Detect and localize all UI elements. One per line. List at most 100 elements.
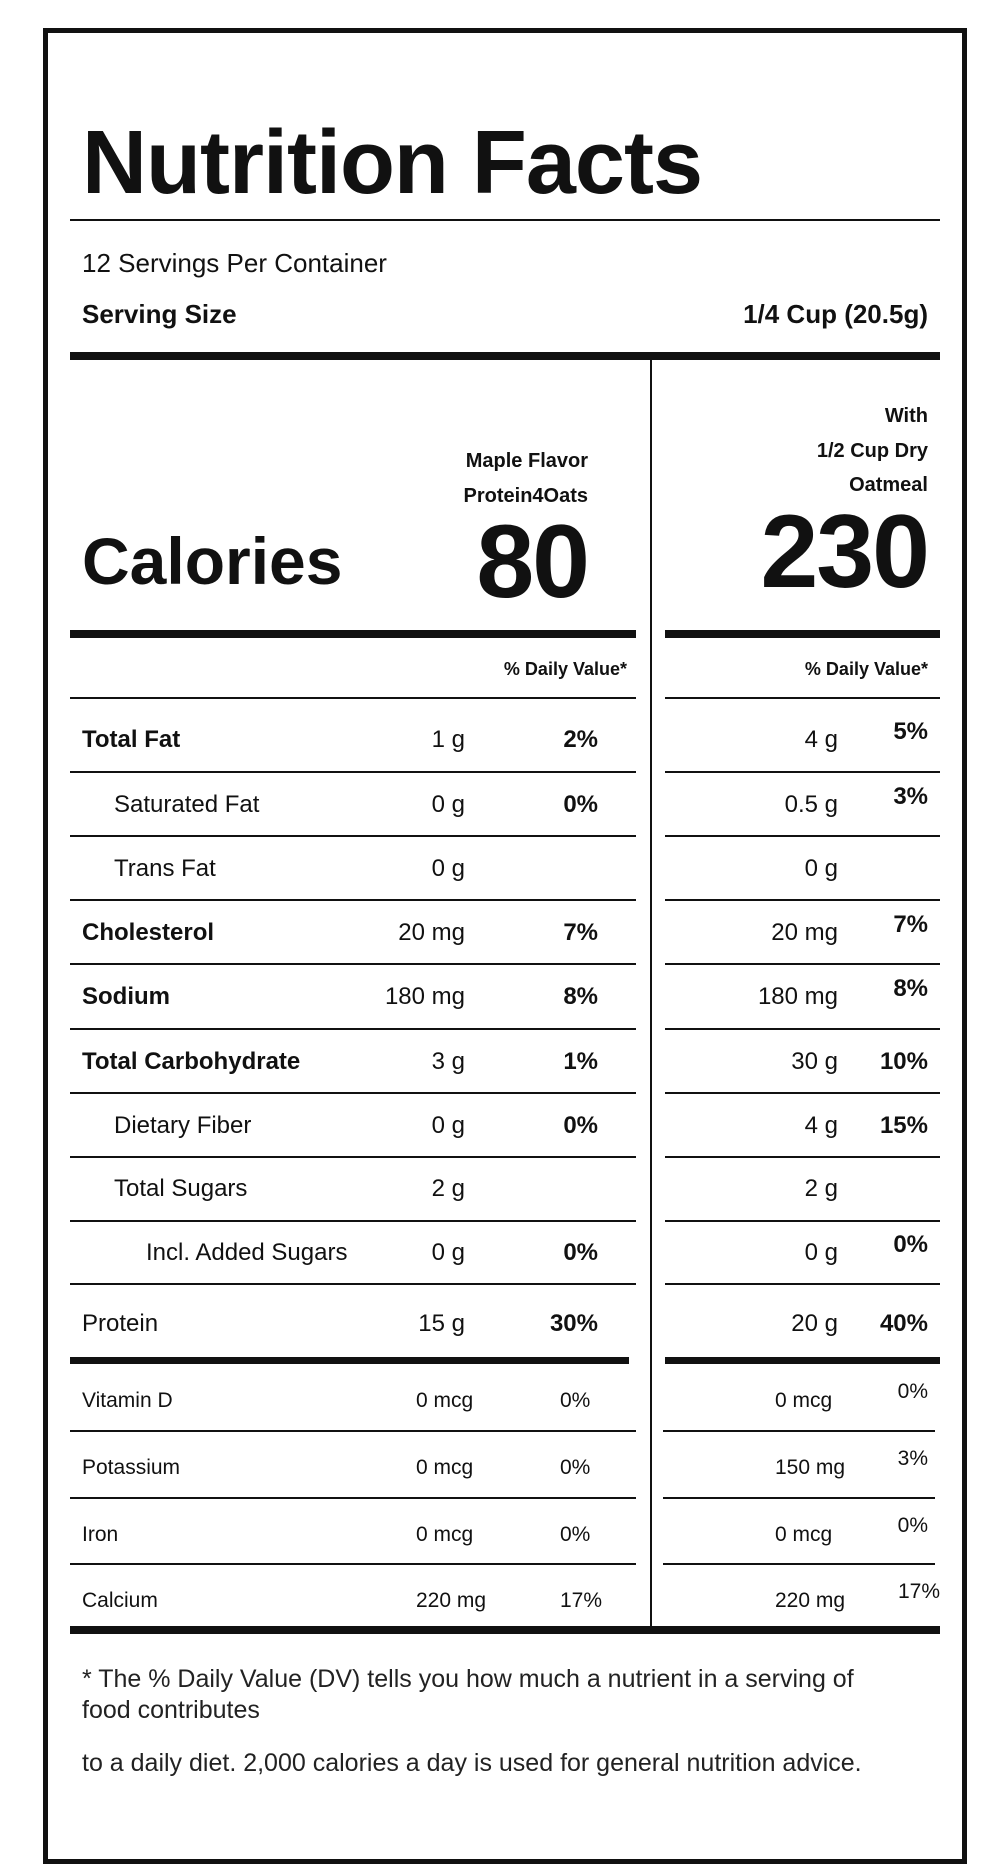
divider (665, 835, 940, 837)
nutrient-with-daily-value: 7% (893, 911, 928, 938)
nutrient-with-amount: 0 g (804, 855, 838, 882)
nutrient-daily-value: 0% (563, 1239, 598, 1266)
footnote-line: * The % Daily Value (DV) tells you how m… (82, 1665, 854, 1693)
thick-divider (665, 1357, 940, 1364)
nutrient-with-daily-value: 5% (893, 718, 928, 745)
column-heading-line: Protein4Oats (463, 485, 588, 507)
divider (665, 963, 940, 965)
column-heading-line: Oatmeal (849, 474, 928, 496)
label-title: Nutrition Facts (82, 113, 703, 213)
thick-divider (70, 1357, 629, 1364)
calories-label: Calories (82, 524, 343, 598)
divider (70, 1156, 636, 1158)
divider (665, 1156, 940, 1158)
divider (70, 1497, 636, 1499)
footnote-line: to a daily diet. 2,000 calories a day is… (82, 1749, 862, 1777)
nutrient-with-amount: 0.5 g (784, 791, 838, 818)
nutrient-name: Dietary Fiber (114, 1112, 252, 1139)
vitamin-with-daily-value: 0% (897, 1514, 928, 1537)
vitamin-amount: 0 mcg (416, 1523, 474, 1546)
nutrient-name: Total Sugars (114, 1175, 248, 1202)
vitamin-amount: 0 mcg (416, 1456, 474, 1479)
nutrient-name: Total Carbohydrate (82, 1048, 301, 1075)
divider (665, 771, 940, 773)
vitamin-with-amount: 0 mcg (775, 1523, 833, 1546)
nutrient-amount: 15 g (418, 1310, 465, 1337)
label-border (43, 28, 967, 1864)
nutrient-amount: 20 mg (398, 919, 465, 946)
nutrient-daily-value: 0% (563, 791, 598, 818)
nutrient-with-amount: 20 g (791, 1310, 838, 1337)
nutrient-with-daily-value: 40% (879, 1310, 928, 1337)
nutrient-with-daily-value: 0% (893, 1231, 928, 1258)
nutrient-amount: 0 g (431, 855, 465, 882)
daily-value-header: % Daily Value* (804, 659, 928, 679)
nutrient-with-daily-value: 8% (893, 975, 928, 1002)
nutrient-amount: 1 g (431, 726, 465, 753)
divider (665, 1220, 940, 1222)
nutrient-name: Total Fat (82, 726, 181, 753)
nutrient-with-daily-value: 3% (893, 783, 928, 810)
vitamin-amount: 0 mcg (416, 1389, 474, 1412)
nutrient-name: Trans Fat (114, 855, 216, 882)
thick-divider (70, 352, 940, 360)
serving-size-value: 1/4 Cup (20.5g) (743, 299, 928, 329)
divider (70, 835, 636, 837)
nutrient-with-amount: 180 mg (757, 983, 838, 1010)
vitamin-with-amount: 220 mg (775, 1589, 846, 1612)
vitamin-with-daily-value: 3% (897, 1447, 928, 1470)
divider (70, 771, 636, 773)
thick-divider (70, 630, 636, 638)
nutrient-daily-value: 30% (549, 1310, 598, 1337)
divider (70, 899, 636, 901)
divider (70, 1283, 636, 1285)
vitamin-with-daily-value: 0% (897, 1380, 928, 1403)
servings-per-container: 12 Servings Per Container (82, 248, 387, 278)
divider (665, 1028, 940, 1030)
nutrient-with-amount: 0 g (804, 1239, 838, 1266)
vitamin-with-daily-value: 17% (897, 1580, 940, 1603)
divider (665, 697, 940, 699)
column-heading-line: 1/2 Cup Dry (816, 440, 928, 462)
nutrient-amount: 2 g (431, 1175, 465, 1202)
vitamin-daily-value: 0% (560, 1456, 591, 1479)
nutrient-amount: 3 g (431, 1048, 465, 1075)
serving-size-label: Serving Size (82, 299, 237, 329)
vitamin-name: Potassium (82, 1456, 181, 1479)
nutrient-with-amount: 30 g (791, 1048, 838, 1075)
nutrient-amount: 180 mg (384, 983, 465, 1010)
divider (70, 1220, 636, 1222)
nutrient-name: Cholesterol (82, 919, 215, 946)
nutrient-name: Incl. Added Sugars (146, 1239, 348, 1266)
vitamin-daily-value: 0% (560, 1523, 591, 1546)
nutrient-with-daily-value: 10% (879, 1048, 928, 1075)
calories-with-value: 230 (760, 494, 930, 610)
nutrient-daily-value: 7% (563, 919, 598, 946)
daily-value-header: % Daily Value* (503, 659, 627, 679)
divider (70, 219, 940, 221)
divider (70, 1092, 636, 1094)
nutrient-with-amount: 2 g (804, 1175, 838, 1202)
divider (663, 1430, 935, 1432)
vitamin-with-amount: 150 mg (775, 1456, 846, 1479)
vitamin-name: Iron (82, 1523, 119, 1546)
vitamin-with-amount: 0 mcg (775, 1389, 833, 1412)
vitamin-name: Vitamin D (82, 1389, 173, 1412)
footnote-line: food contributes (82, 1696, 260, 1724)
column-divider (650, 355, 652, 1630)
nutrient-amount: 0 g (431, 791, 465, 818)
calories-value: 80 (476, 504, 590, 620)
divider (665, 1092, 940, 1094)
nutrient-with-amount: 20 mg (771, 919, 838, 946)
divider (663, 1497, 935, 1499)
vitamin-daily-value: 0% (560, 1389, 591, 1412)
nutrient-daily-value: 8% (563, 983, 598, 1010)
thick-divider (665, 630, 940, 638)
nutrient-amount: 0 g (431, 1239, 465, 1266)
thick-divider (70, 1626, 940, 1634)
nutrient-name: Saturated Fat (114, 791, 260, 818)
nutrient-with-amount: 4 g (804, 1112, 838, 1139)
nutrient-daily-value: 1% (563, 1048, 598, 1075)
divider (70, 963, 636, 965)
nutrient-amount: 0 g (431, 1112, 465, 1139)
